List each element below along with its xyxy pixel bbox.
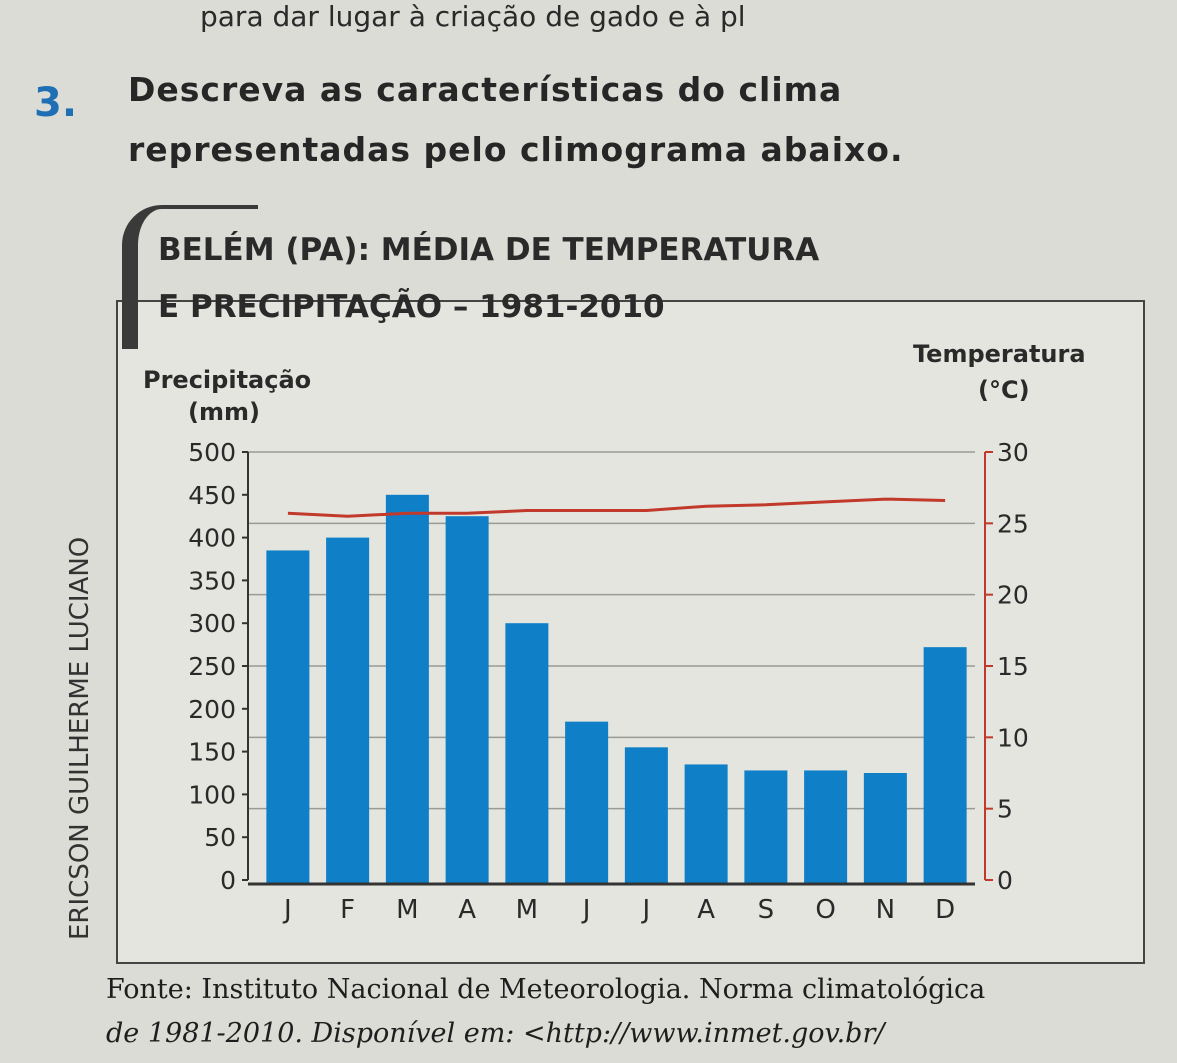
left-tick-label: 150 bbox=[188, 738, 236, 767]
x-tick-label: M bbox=[396, 895, 418, 925]
x-tick-label: J bbox=[641, 895, 651, 925]
precipitation-bar bbox=[684, 764, 728, 883]
left-tick-label: 200 bbox=[188, 695, 236, 724]
precipitation-bar bbox=[863, 773, 907, 883]
x-tick-label: F bbox=[340, 895, 355, 925]
right-tick-label: 10 bbox=[997, 723, 1029, 752]
precipitation-bar bbox=[266, 550, 310, 883]
right-tick-label: 20 bbox=[997, 581, 1029, 610]
temperature-line bbox=[287, 497, 946, 518]
left-tick-label: 0 bbox=[220, 866, 236, 895]
source-citation: Fonte: Instituto Nacional de Meteorologi… bbox=[106, 968, 1166, 1056]
x-tick-label: N bbox=[876, 895, 895, 925]
question-text: Descreva as características do clima rep… bbox=[128, 70, 904, 169]
question-number: 3. bbox=[34, 80, 78, 126]
left-tick-label: 50 bbox=[204, 823, 236, 852]
previous-text-line: para dar lugar à criação de gado e à pl bbox=[200, 0, 746, 33]
precipitation-bar bbox=[385, 494, 429, 883]
precipitation-bar bbox=[624, 747, 668, 883]
left-axis: 0 50 100 150 200 250 300 350 400 450 500 bbox=[188, 438, 975, 895]
right-tick-label: 15 bbox=[997, 652, 1029, 681]
left-tick-label: 500 bbox=[188, 438, 236, 467]
right-axis: 0 5 10 15 20 25 30 bbox=[984, 438, 1029, 895]
precipitation-bar bbox=[326, 537, 370, 883]
right-axis-unit: (°C) bbox=[978, 376, 1030, 404]
x-tick-label: D bbox=[935, 895, 955, 925]
source-line2: de 1981-2010. Disponível em: <http://www… bbox=[106, 1018, 885, 1049]
x-tick-label: O bbox=[815, 895, 835, 925]
x-tick-label: J bbox=[282, 895, 292, 925]
right-tick-label: 30 bbox=[997, 438, 1029, 467]
precipitation-bar bbox=[445, 516, 489, 883]
title-bracket bbox=[122, 205, 258, 349]
left-axis-unit: (mm) bbox=[188, 398, 260, 426]
left-tick-label: 400 bbox=[188, 524, 236, 553]
right-tick-label: 25 bbox=[997, 509, 1029, 538]
source-line1: Fonte: Instituto Nacional de Meteorologi… bbox=[106, 974, 986, 1005]
chart-title: BELÉM (PA): MÉDIA DE TEMPERATURA E PRECI… bbox=[158, 222, 858, 336]
left-tick-label: 100 bbox=[188, 780, 236, 809]
x-tick-label: M bbox=[516, 895, 538, 925]
right-tick-label: 0 bbox=[997, 866, 1013, 895]
precipitation-bars bbox=[266, 494, 967, 883]
chart-title-line2: E PRECIPITAÇÃO – 1981-2010 bbox=[158, 289, 665, 325]
left-axis-label: Precipitação bbox=[143, 366, 311, 394]
precipitation-bar bbox=[744, 770, 788, 883]
image-credit-text: ERICSON GUILHERME LUCIANO bbox=[65, 536, 95, 940]
left-tick-label: 350 bbox=[188, 566, 236, 595]
x-tick-label: A bbox=[697, 895, 715, 925]
right-axis-label: Temperatura bbox=[913, 340, 1086, 368]
chart-gridlines bbox=[248, 451, 975, 810]
left-tick-label: 300 bbox=[188, 609, 236, 638]
chart-title-line1: BELÉM (PA): MÉDIA DE TEMPERATURA bbox=[158, 232, 820, 268]
temperature-line-group bbox=[287, 497, 946, 518]
x-tick-label: J bbox=[581, 895, 591, 925]
left-tick-label: 450 bbox=[188, 481, 236, 510]
precipitation-bar bbox=[505, 623, 549, 883]
precipitation-bar bbox=[804, 770, 848, 883]
right-tick-label: 5 bbox=[997, 795, 1013, 824]
precipitation-bar bbox=[565, 721, 609, 883]
x-tick-label: A bbox=[458, 895, 476, 925]
x-tick-label: S bbox=[758, 895, 775, 925]
precipitation-bar bbox=[923, 647, 967, 883]
image-credit: ERICSON GUILHERME LUCIANO bbox=[60, 536, 100, 940]
left-tick-label: 250 bbox=[188, 652, 236, 681]
